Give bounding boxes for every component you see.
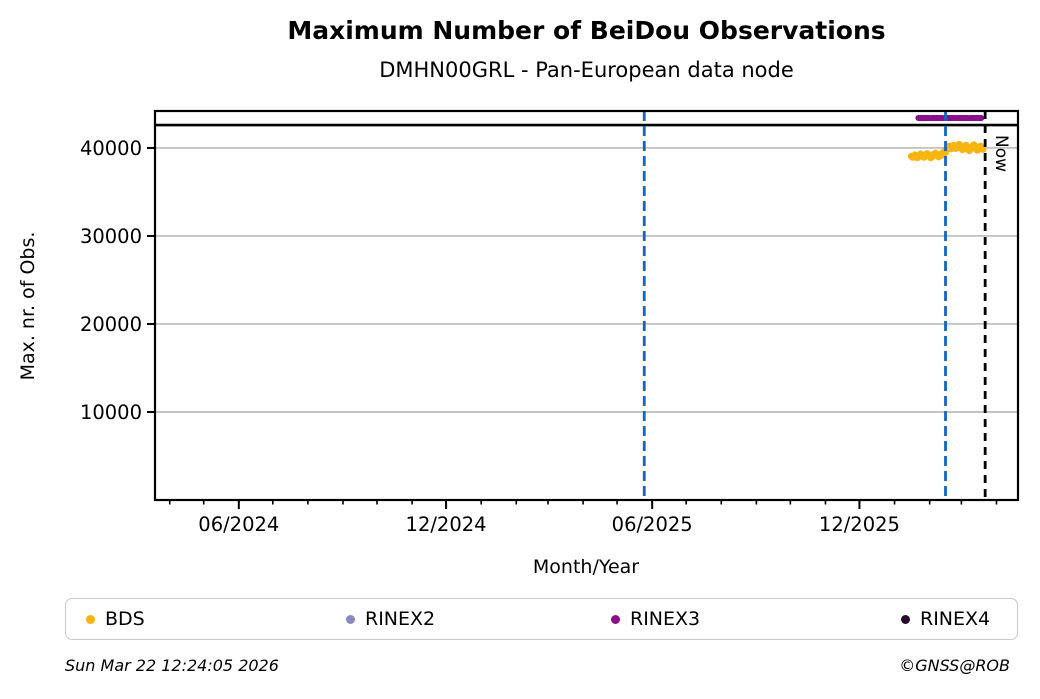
legend: BDS RINEX2 RINEX3 RINEX4 <box>65 598 1018 640</box>
x-tick-label: 12/2025 <box>819 513 900 536</box>
plot-border <box>153 109 1020 502</box>
copyright: ©GNSS@ROB <box>899 656 1010 675</box>
y-tick-label: 40000 <box>80 137 142 160</box>
bds-marker-icon <box>86 614 95 624</box>
x-tick-label: 06/2024 <box>198 513 279 536</box>
chart-title: Maximum Number of BeiDou Observations <box>287 16 886 45</box>
rinex2-marker-icon <box>346 614 355 624</box>
y-tick-label: 10000 <box>80 401 142 424</box>
legend-item-rinex3: RINEX3 <box>591 608 881 630</box>
chart-subtitle: DMHN00GRL - Pan-European data node <box>379 58 794 82</box>
y-tick-label: 30000 <box>80 225 142 248</box>
rinex3-marker-icon <box>611 614 620 624</box>
rinex4-marker-icon <box>901 614 910 624</box>
chart-plot: Now 10000 20000 30000 40000 06/2024 12/2024 06/… <box>17 109 1020 578</box>
y-tick-label: 20000 <box>80 313 142 336</box>
legend-item-bds: BDS <box>66 608 326 630</box>
x-axis-label: Month/Year <box>533 556 639 578</box>
now-label: Now <box>991 135 1011 172</box>
legend-label-bds: BDS <box>105 608 145 630</box>
x-tick-label: 12/2024 <box>406 513 487 536</box>
legend-label-rinex3: RINEX3 <box>630 608 701 630</box>
legend-label-rinex2: RINEX2 <box>365 608 436 630</box>
plot-timestamp: Sun Mar 22 12:24:05 2026 <box>65 656 279 675</box>
legend-label-rinex4: RINEX4 <box>920 608 991 630</box>
x-tick-label: 06/2025 <box>612 513 693 536</box>
legend-item-rinex2: RINEX2 <box>326 608 591 630</box>
y-axis-label: Max. nr. of Obs. <box>17 232 39 381</box>
legend-item-rinex4: RINEX4 <box>881 608 1017 630</box>
bds-point <box>979 145 987 153</box>
